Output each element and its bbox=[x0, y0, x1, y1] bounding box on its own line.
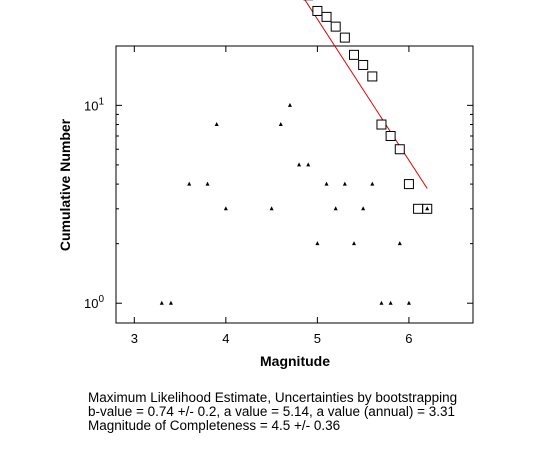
noncumulative-point bbox=[342, 181, 347, 186]
noncumulative-point bbox=[397, 241, 402, 246]
noncumulative-point bbox=[287, 102, 292, 107]
cumulative-point bbox=[358, 59, 369, 70]
cumulative-point bbox=[385, 131, 396, 142]
cumulative-point bbox=[413, 203, 424, 214]
cumulative-point bbox=[394, 144, 405, 155]
caption-line-3: Magnitude of Completeness = 4.5 +/- 0.36 bbox=[88, 418, 341, 433]
y-tick-label: 101 bbox=[84, 96, 104, 113]
noncumulative-point bbox=[324, 181, 329, 186]
y-axis-label: Cumulative Number bbox=[57, 118, 73, 251]
noncumulative-point bbox=[425, 206, 430, 211]
noncumulative-point bbox=[205, 181, 210, 186]
noncumulative-point bbox=[333, 206, 338, 211]
noncumulative-point bbox=[388, 300, 393, 305]
x-tick-label: 4 bbox=[222, 331, 229, 346]
noncumulative-point bbox=[223, 206, 228, 211]
data-markers: Mc bbox=[159, 0, 433, 305]
noncumulative-point bbox=[159, 300, 164, 305]
noncumulative-point bbox=[370, 181, 375, 186]
noncumulative-point bbox=[269, 206, 274, 211]
noncumulative-point bbox=[352, 241, 356, 246]
plot-frame bbox=[115, 45, 474, 324]
noncumulative-point bbox=[278, 122, 283, 127]
cumulative-point bbox=[330, 21, 341, 32]
cumulative-point bbox=[403, 179, 414, 190]
noncumulative-point bbox=[214, 122, 219, 127]
noncumulative-point bbox=[306, 162, 311, 167]
x-axis-label: Magnitude bbox=[260, 353, 330, 369]
noncumulative-point bbox=[297, 162, 302, 167]
cumulative-point bbox=[376, 119, 387, 130]
x-tick-label: 3 bbox=[131, 331, 138, 346]
fit-line bbox=[304, 0, 428, 189]
cumulative-point bbox=[312, 5, 323, 16]
noncumulative-point bbox=[406, 300, 411, 305]
noncumulative-point bbox=[168, 300, 173, 305]
x-tick-label: 5 bbox=[314, 331, 321, 346]
cumulative-point bbox=[321, 11, 332, 22]
noncumulative-point bbox=[361, 206, 366, 211]
cumulative-point bbox=[367, 71, 378, 82]
cumulative-point bbox=[349, 49, 359, 60]
caption-line-2: b-value = 0.74 +/- 0.2, a value = 5.14, … bbox=[88, 404, 456, 419]
axis-tick-labels: 3456100101102 bbox=[84, 96, 413, 346]
noncumulative-point bbox=[187, 181, 192, 186]
noncumulative-point bbox=[379, 300, 384, 305]
axis-ticks bbox=[116, 46, 473, 323]
y-tick-label: 100 bbox=[84, 294, 104, 311]
noncumulative-point bbox=[315, 241, 320, 246]
cumulative-point bbox=[339, 32, 350, 43]
caption-line-1: Maximum Likelihood Estimate, Uncertainti… bbox=[88, 390, 458, 405]
x-tick-label: 6 bbox=[405, 331, 412, 346]
